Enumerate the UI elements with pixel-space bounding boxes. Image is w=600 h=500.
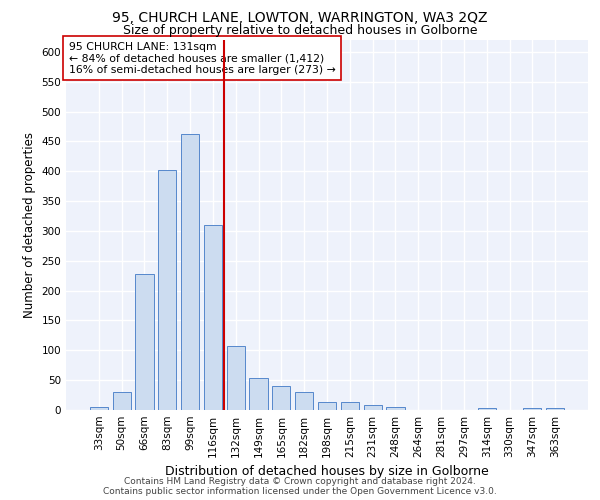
- Bar: [478, 408, 496, 410]
- Bar: [136, 274, 154, 410]
- Bar: [250, 378, 268, 410]
- Bar: [523, 408, 541, 410]
- Bar: [341, 402, 359, 410]
- Bar: [181, 134, 199, 410]
- Y-axis label: Number of detached properties: Number of detached properties: [23, 132, 36, 318]
- Bar: [204, 225, 222, 410]
- Bar: [295, 392, 313, 410]
- Bar: [364, 405, 382, 410]
- Bar: [546, 408, 564, 410]
- Bar: [227, 346, 245, 410]
- Bar: [386, 407, 404, 410]
- Bar: [90, 407, 108, 410]
- Text: 95, CHURCH LANE, LOWTON, WARRINGTON, WA3 2QZ: 95, CHURCH LANE, LOWTON, WARRINGTON, WA3…: [112, 11, 488, 25]
- Text: Size of property relative to detached houses in Golborne: Size of property relative to detached ho…: [123, 24, 477, 37]
- Text: Contains public sector information licensed under the Open Government Licence v3: Contains public sector information licen…: [103, 487, 497, 496]
- Bar: [113, 392, 131, 410]
- Bar: [158, 170, 176, 410]
- Text: Contains HM Land Registry data © Crown copyright and database right 2024.: Contains HM Land Registry data © Crown c…: [124, 477, 476, 486]
- Text: 95 CHURCH LANE: 131sqm
← 84% of detached houses are smaller (1,412)
16% of semi-: 95 CHURCH LANE: 131sqm ← 84% of detached…: [68, 42, 335, 75]
- Bar: [272, 386, 290, 410]
- Bar: [318, 402, 336, 410]
- X-axis label: Distribution of detached houses by size in Golborne: Distribution of detached houses by size …: [165, 466, 489, 478]
